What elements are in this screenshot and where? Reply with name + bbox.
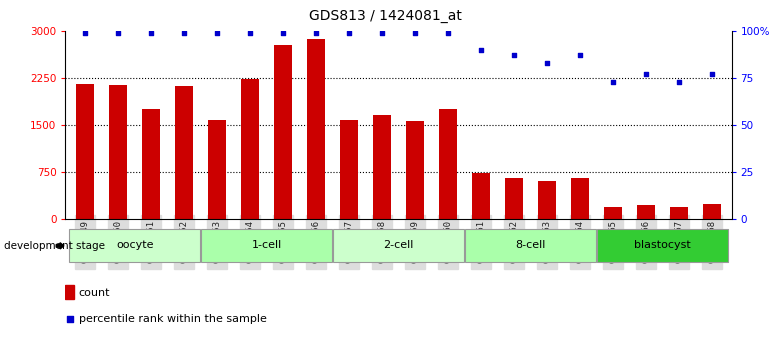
Text: count: count <box>79 288 110 297</box>
Point <box>145 30 157 36</box>
Bar <box>406 121 424 219</box>
Bar <box>597 229 728 263</box>
Bar <box>76 84 94 219</box>
Point <box>672 79 685 85</box>
Point <box>475 47 487 53</box>
Bar <box>439 109 457 219</box>
Bar <box>109 85 127 219</box>
Bar <box>537 181 556 219</box>
Bar <box>307 39 325 219</box>
Bar <box>274 45 292 219</box>
Bar <box>333 229 464 263</box>
Point <box>79 30 92 36</box>
Point <box>409 30 421 36</box>
Text: blastocyst: blastocyst <box>634 240 691 250</box>
Bar <box>703 204 721 219</box>
Text: 2-cell: 2-cell <box>383 240 413 250</box>
Bar <box>340 120 358 219</box>
Point <box>112 30 125 36</box>
Bar <box>505 178 523 219</box>
Bar <box>465 229 596 263</box>
Point <box>211 30 223 36</box>
Bar <box>604 207 622 219</box>
Bar <box>637 205 654 219</box>
Point <box>705 71 718 77</box>
Bar <box>373 115 391 219</box>
Point <box>343 30 355 36</box>
Point <box>310 30 322 36</box>
Bar <box>472 173 490 219</box>
Point <box>507 53 520 58</box>
Bar <box>571 178 589 219</box>
Text: development stage: development stage <box>4 241 105 251</box>
Point <box>574 53 586 58</box>
Bar <box>241 79 259 219</box>
Point <box>640 71 652 77</box>
Point <box>178 30 190 36</box>
Point <box>64 316 76 322</box>
Text: oocyte: oocyte <box>116 240 153 250</box>
Point <box>442 30 454 36</box>
Bar <box>142 109 160 219</box>
Bar <box>208 120 226 219</box>
Text: GDS813 / 1424081_at: GDS813 / 1424081_at <box>309 9 461 23</box>
Point <box>376 30 388 36</box>
Bar <box>201 229 332 263</box>
Bar <box>175 86 193 219</box>
Point <box>607 79 619 85</box>
Bar <box>670 207 688 219</box>
Bar <box>65 285 74 299</box>
Text: 1-cell: 1-cell <box>252 240 282 250</box>
Bar <box>69 229 200 263</box>
Point <box>277 30 290 36</box>
Text: 8-cell: 8-cell <box>515 240 546 250</box>
Point <box>541 60 553 66</box>
Text: percentile rank within the sample: percentile rank within the sample <box>79 314 266 324</box>
Point <box>244 30 256 36</box>
